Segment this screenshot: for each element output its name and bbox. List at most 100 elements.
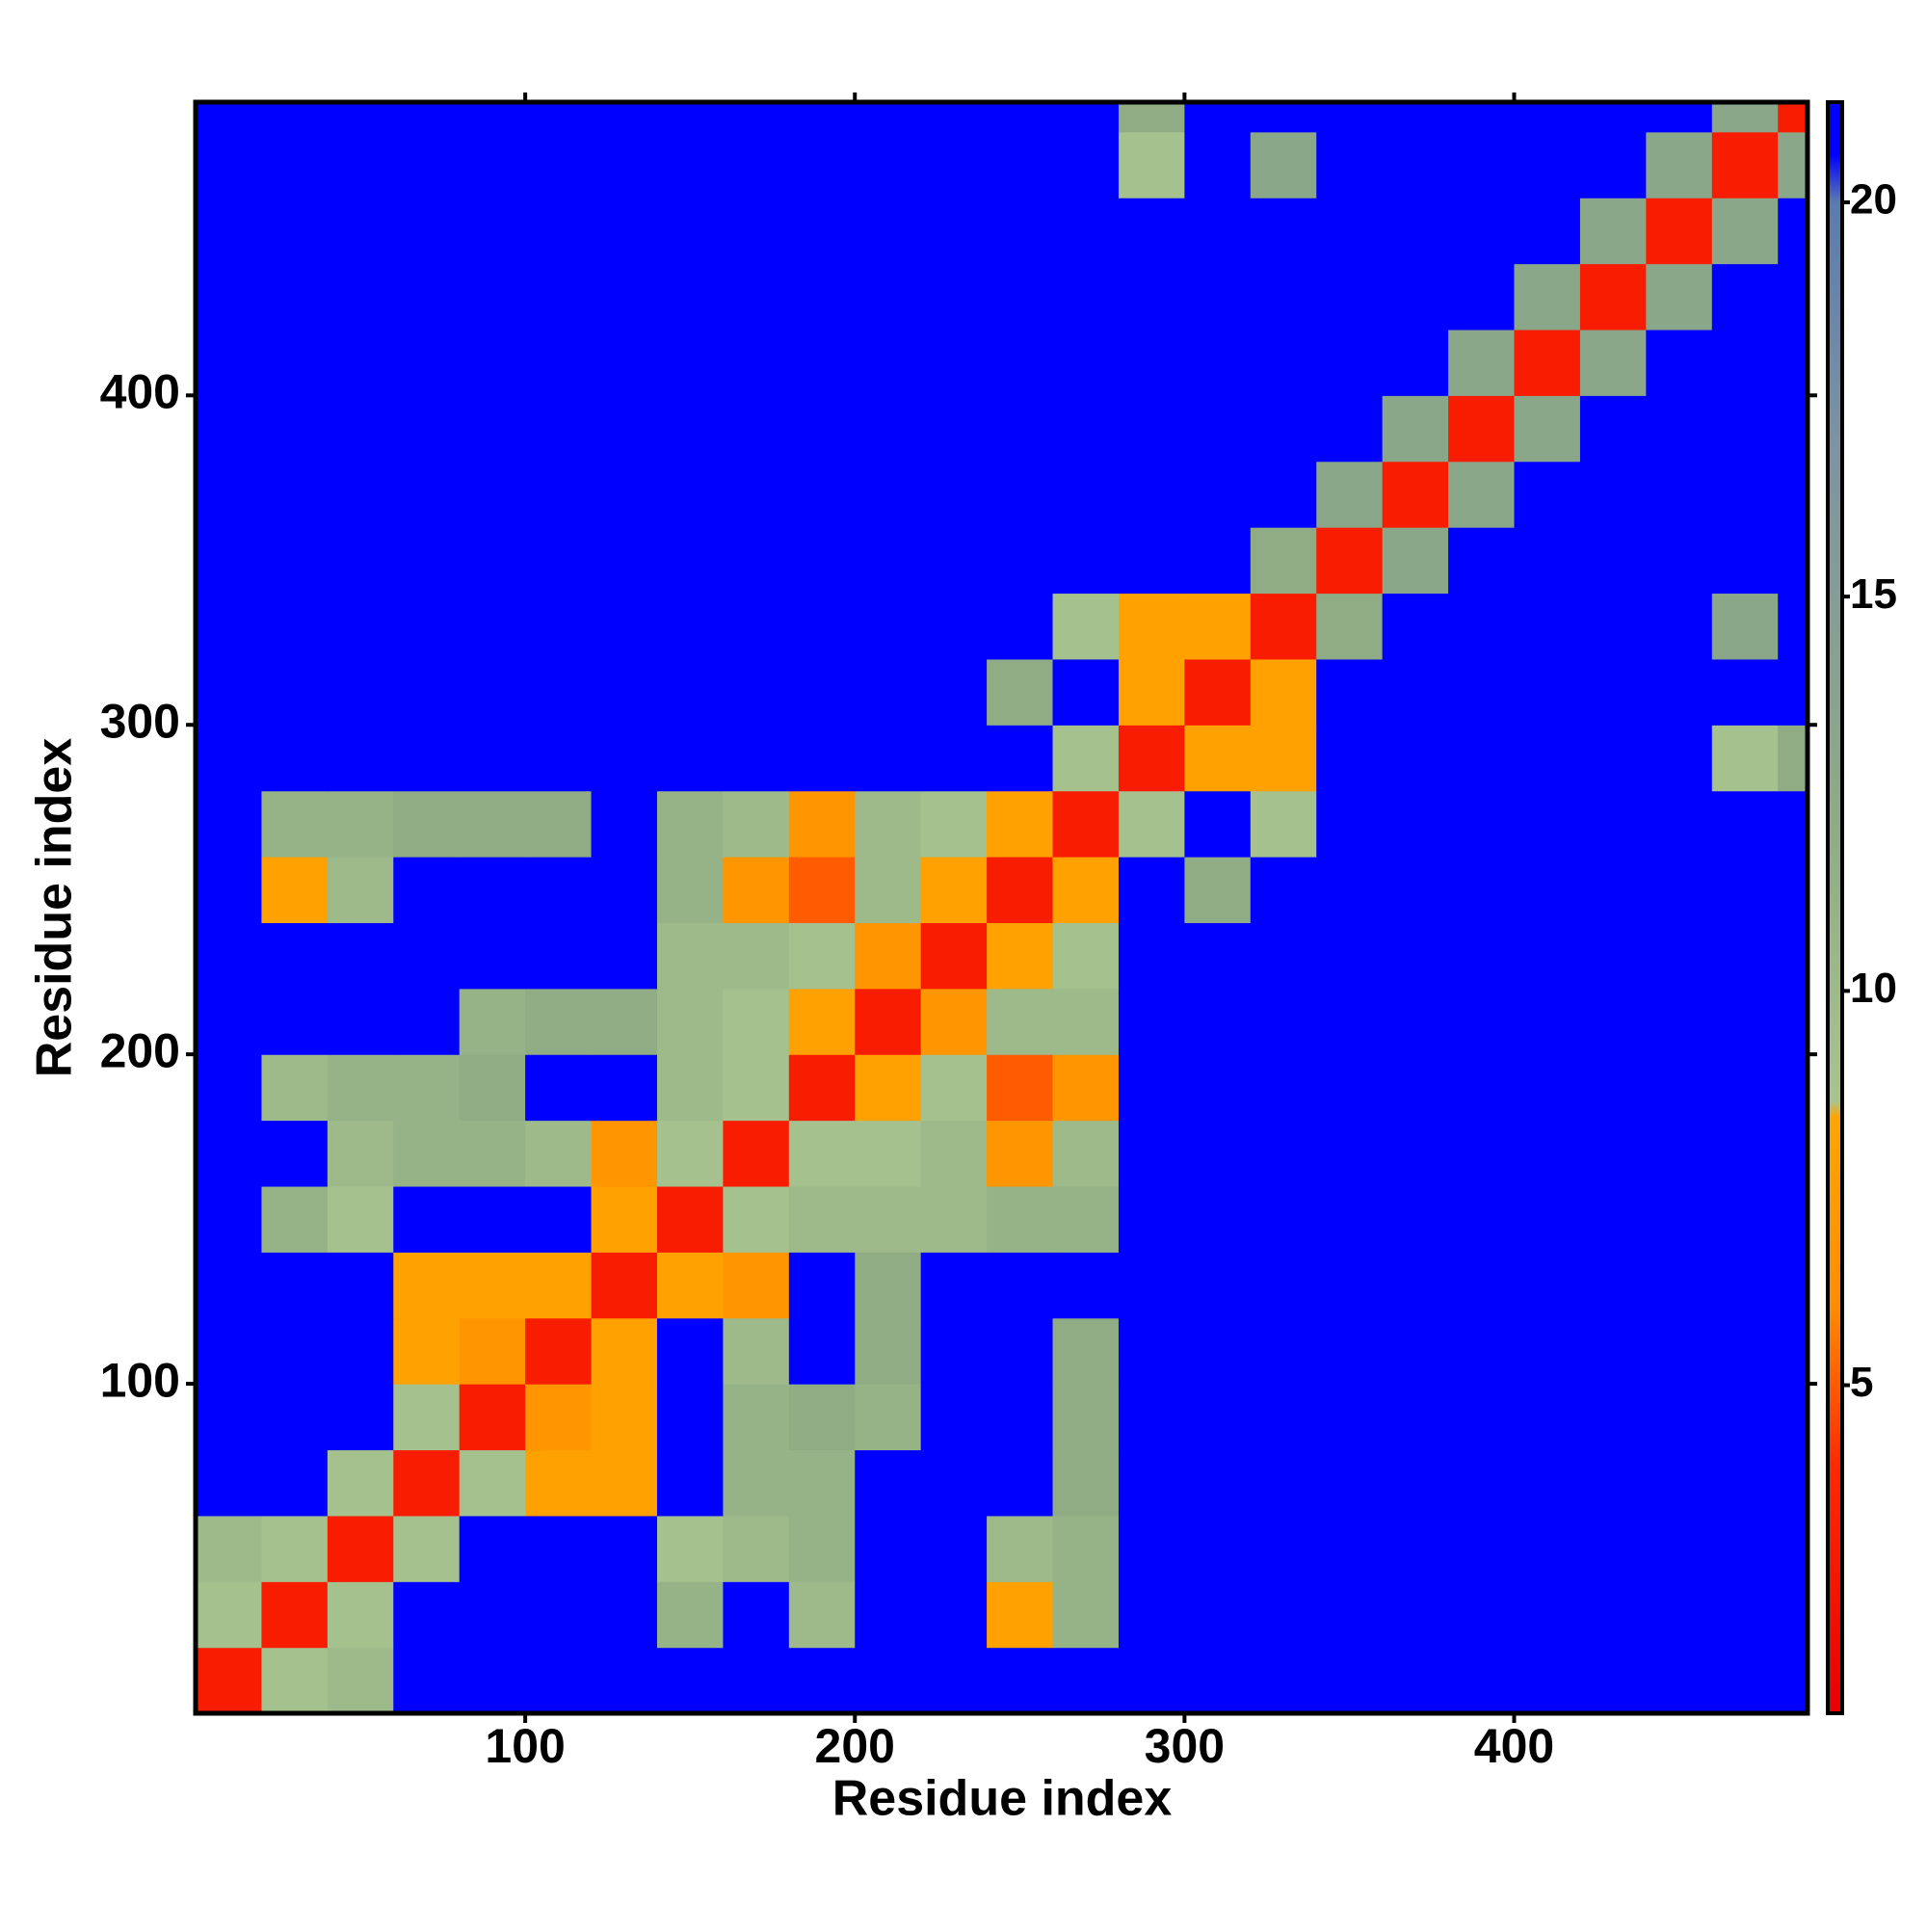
heatmap-cell: [1118, 593, 1185, 660]
heatmap-cell: [591, 922, 658, 990]
y-tick-label: 300: [100, 694, 180, 748]
heatmap-cell: [920, 658, 988, 726]
heatmap-cell: [1118, 790, 1185, 858]
heatmap-cell: [327, 790, 394, 858]
heatmap-cell: [1778, 1384, 1808, 1451]
heatmap-cell: [855, 1317, 922, 1385]
heatmap-cell: [1579, 395, 1647, 463]
heatmap-cell: [1711, 1317, 1779, 1385]
heatmap-cell: [1448, 790, 1516, 858]
heatmap-cell: [1250, 131, 1317, 198]
heatmap-cell: [261, 102, 329, 133]
heatmap-cell: [656, 1120, 725, 1187]
heatmap-cell: [1382, 329, 1449, 396]
heatmap-cell: [1646, 1185, 1713, 1253]
heatmap-cell: [1514, 1054, 1581, 1122]
heatmap-cell: [327, 395, 394, 463]
heatmap-cell: [1118, 922, 1185, 990]
heatmap-cell: [196, 461, 263, 528]
heatmap-cell: [196, 790, 263, 858]
heatmap-cell: [1514, 988, 1581, 1055]
heatmap-cell: [196, 1120, 263, 1187]
heatmap-cell: [1052, 593, 1120, 660]
heatmap-cell: [525, 1581, 593, 1649]
heatmap-cell: [1316, 1515, 1384, 1582]
heatmap-cell: [1118, 1449, 1185, 1517]
heatmap-cell: [1382, 1252, 1449, 1319]
heatmap-cell: [788, 1120, 856, 1187]
heatmap-cell: [656, 198, 725, 265]
y-axis-title: Residue index: [27, 738, 83, 1078]
heatmap-cell: [855, 725, 922, 792]
heatmap-cell: [1579, 131, 1647, 198]
heatmap-cell: [1778, 1449, 1808, 1517]
heatmap-cell: [1118, 1515, 1185, 1582]
heatmap-cell: [723, 461, 790, 528]
heatmap-cell: [1646, 1449, 1713, 1517]
heatmap-cell: [656, 922, 725, 990]
heatmap-cell: [393, 725, 461, 792]
heatmap-cell: [1316, 1317, 1384, 1385]
heatmap-cell: [723, 1449, 790, 1517]
heatmap-cell: [525, 988, 593, 1055]
heatmap-cell: [1184, 102, 1252, 133]
heatmap-cell: [1778, 1515, 1808, 1582]
heatmap-cell: [591, 1515, 658, 1582]
heatmap-cell: [1052, 198, 1120, 265]
heatmap-cell: [788, 1054, 856, 1122]
heatmap-cell: [920, 1515, 988, 1582]
heatmap-cell: [1646, 263, 1713, 331]
heatmap-cell: [327, 725, 394, 792]
heatmap-cell: [327, 593, 394, 660]
heatmap-cell: [920, 263, 988, 331]
heatmap-cell: [788, 131, 856, 198]
heatmap-cell: [1052, 658, 1120, 726]
heatmap-cell: [1514, 1647, 1581, 1713]
heatmap-cell: [1579, 593, 1647, 660]
heatmap-cell: [1646, 395, 1713, 463]
heatmap-cell: [459, 1515, 526, 1582]
heatmap-cell: [855, 1185, 922, 1253]
heatmap-cell: [656, 1515, 725, 1582]
heatmap-cell: [656, 131, 725, 198]
heatmap-cell: [393, 461, 461, 528]
heatmap-cell: [723, 593, 790, 660]
heatmap-cell: [261, 988, 329, 1055]
heatmap-cell: [920, 131, 988, 198]
heatmap-cell: [1514, 102, 1581, 133]
heatmap-cell: [327, 1647, 394, 1713]
heatmap-cell: [1052, 790, 1120, 858]
heatmap-cell: [987, 988, 1054, 1055]
heatmap-cell: [656, 1317, 725, 1385]
colorbar-tick-label: 20: [1850, 176, 1897, 224]
heatmap-cell: [723, 1317, 790, 1385]
heatmap-cell: [656, 527, 725, 595]
heatmap-cell: [987, 395, 1054, 463]
heatmap-cell: [591, 527, 658, 595]
heatmap-cell: [1184, 1449, 1252, 1517]
heatmap-cell: [1711, 725, 1779, 792]
heatmap-cell: [1052, 1647, 1120, 1713]
heatmap-cell: [1316, 263, 1384, 331]
heatmap-cell: [196, 988, 263, 1055]
heatmap-cell: [1052, 329, 1120, 396]
heatmap-cell: [1382, 725, 1449, 792]
heatmap-cell: [1711, 102, 1779, 133]
heatmap-cell: [1052, 131, 1120, 198]
heatmap-cell: [1250, 922, 1317, 990]
heatmap-cell: [393, 988, 461, 1055]
heatmap-cell: [1448, 988, 1516, 1055]
heatmap-cell: [459, 725, 526, 792]
heatmap-cell: [525, 857, 593, 923]
heatmap-cell: [1711, 790, 1779, 858]
heatmap-cell: [196, 263, 263, 331]
heatmap-cell: [855, 102, 922, 133]
heatmap-cell: [723, 263, 790, 331]
heatmap-cell: [261, 725, 329, 792]
heatmap-cell: [1316, 198, 1384, 265]
heatmap-cell: [261, 658, 329, 726]
heatmap-cell: [196, 857, 263, 923]
heatmap-cell: [1316, 658, 1384, 726]
heatmap-cell: [656, 1581, 725, 1649]
